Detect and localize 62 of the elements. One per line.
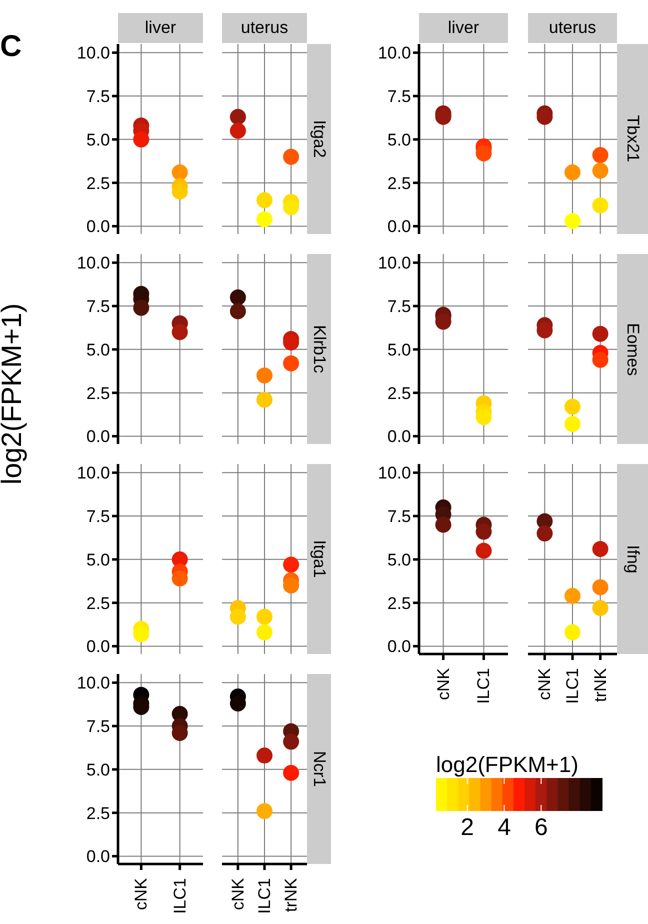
y-tick-label: 7.5 (387, 87, 411, 106)
y2-axis-title: Eomes (622, 322, 642, 378)
color-bar-title: log2(FPKM+1) (436, 752, 580, 778)
x-tick-label: ILC1 (170, 878, 190, 914)
y-axis-title: log2(FPKM+1) (0, 303, 28, 485)
y-tick-label: 5.0 (86, 760, 110, 780)
y-tick-label: 0.0 (387, 427, 411, 446)
x-tick-label: ILC1 (255, 878, 274, 914)
y-tick-label: 10.0 (76, 254, 110, 273)
y-tick-label: 5.0 (387, 550, 411, 570)
y-tick-label: 7.5 (86, 717, 110, 736)
y-tick-label: 2.5 (387, 384, 411, 403)
y-tick-label: 10.0 (378, 254, 411, 273)
y-tick-label: 10.0 (76, 674, 110, 693)
y-tick-label: 0.0 (387, 217, 411, 236)
chart-title: uterus (222, 13, 307, 43)
color-bar-label: 2 (460, 814, 474, 841)
y-tick-label: 10.0 (378, 44, 411, 63)
y-tick-label: 2.5 (86, 384, 110, 403)
y-tick-label: 7.5 (86, 297, 110, 316)
y2-axis-title: Itga1 (309, 464, 329, 654)
y2-axis-title: Itga2 (309, 44, 329, 234)
text: C (0, 30, 22, 64)
y-tick-label: 2.5 (86, 594, 110, 613)
x-tick-label: cNK (228, 877, 248, 910)
y-tick-label: 5.0 (387, 130, 411, 150)
y-tick-label: 7.5 (387, 297, 411, 316)
y-tick-label: 5.0 (86, 550, 110, 570)
chart-title: liver (118, 13, 203, 43)
x-tick-label: trNK (590, 667, 610, 702)
x-tick-label: ILC1 (474, 668, 494, 704)
color-bar-label: 4 (498, 814, 511, 841)
y-tick-label: 0.0 (387, 637, 411, 656)
y2-axis-title: Ncr1 (309, 674, 329, 864)
y-tick-label: 0.0 (86, 217, 110, 236)
y-tick-label: 2.5 (86, 804, 110, 823)
y2-axis-title: Tbx21 (622, 114, 642, 165)
y-tick-label: 7.5 (86, 507, 110, 526)
x-tick-label: cNK (132, 877, 151, 910)
y-tick-label: 2.5 (387, 174, 411, 193)
y2-axis-title: Klrb1c (309, 254, 329, 444)
y-tick-label: 10.0 (378, 464, 411, 483)
y-tick-label: 2.5 (86, 174, 110, 193)
x-tick-label: cNK (535, 667, 554, 700)
y-tick-label: 0.0 (86, 637, 110, 656)
y-tick-label: 10.0 (76, 44, 110, 63)
color-bar-label: 6 (534, 814, 548, 841)
y2-axis-title: Ifng (622, 544, 642, 576)
y-tick-label: 0.0 (86, 847, 110, 866)
y-tick-label: 2.5 (387, 594, 411, 613)
y-tick-label: 10.0 (76, 464, 110, 483)
y-tick-label: 5.0 (86, 340, 110, 360)
x-tick-label: cNK (434, 667, 453, 700)
x-tick-label: ILC1 (563, 668, 582, 704)
y-tick-label: 7.5 (86, 87, 110, 106)
chart-title: liver (419, 13, 508, 43)
chart-title: uterus (528, 13, 617, 43)
x-tick-label: trNK (282, 877, 301, 912)
y-tick-label: 5.0 (86, 130, 110, 150)
y-tick-label: 7.5 (387, 507, 411, 526)
y-tick-label: 0.0 (86, 427, 110, 446)
y-tick-label: 5.0 (387, 340, 411, 360)
